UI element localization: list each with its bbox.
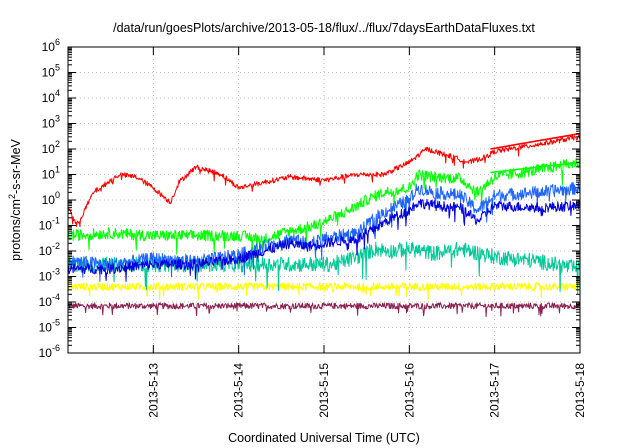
y-tick-base: 10 — [42, 117, 56, 131]
y-tick-base: 10 — [39, 244, 53, 258]
y-tick-label: 102 — [42, 139, 60, 156]
y-axis-title-main: protons/cm — [9, 199, 23, 261]
x-tick-labels: 2013-5-13 2013-5-14 2013-5-15 2013-5-16 2013… — [146, 363, 587, 418]
y-tick-label: 100 — [42, 190, 60, 207]
x-tick-label: 2013-5-15 — [317, 363, 331, 418]
y-tick-base: 10 — [39, 321, 53, 335]
y-tick-label: 10-5 — [39, 318, 60, 335]
y-tick-label: 101 — [42, 165, 60, 182]
series-line — [490, 132, 581, 150]
y-tick-base: 10 — [42, 66, 56, 80]
series-line — [67, 181, 581, 282]
y-tick-label: 10-6 — [39, 343, 60, 360]
y-tick-label: 106 — [42, 37, 60, 54]
y-tick-base: 10 — [42, 193, 56, 207]
y-tick-base: 10 — [42, 91, 56, 105]
y-tick-label: 10-3 — [39, 267, 60, 284]
y-tick-base: 10 — [39, 219, 53, 233]
y-tick-label: 103 — [42, 114, 60, 131]
series-line — [67, 282, 581, 301]
y-tick-base: 10 — [42, 40, 56, 54]
series-line — [67, 134, 581, 228]
y-tick-exponent: 6 — [55, 37, 60, 47]
x-tick-label: 2013-5-17 — [488, 363, 502, 418]
x-tick-label: 2013-5-16 — [402, 363, 416, 418]
series-line — [67, 302, 581, 318]
y-tick-exponent: -1 — [52, 216, 60, 226]
x-tick-label: 2013-5-13 — [146, 363, 160, 418]
y-axis-title-sup: 2 — [7, 194, 17, 199]
series-line — [67, 158, 581, 257]
chart-title: /data/run/goesPlots/archive/2013-05-18/f… — [113, 21, 535, 35]
y-tick-exponent: 3 — [55, 114, 60, 124]
y-tick-exponent: 1 — [55, 165, 60, 175]
series-line — [67, 241, 581, 295]
series-line — [67, 198, 581, 282]
y-tick-base: 10 — [42, 168, 56, 182]
y-tick-exponent: -4 — [52, 292, 60, 302]
x-axis-title: Coordinated Universal Time (UTC) — [228, 431, 420, 445]
y-tick-label: 10-2 — [39, 241, 60, 258]
y-tick-label: 10-1 — [39, 216, 60, 233]
y-tick-exponent: 2 — [55, 139, 60, 149]
y-axis-title-rest: -s-sr-MeV — [9, 138, 23, 194]
y-tick-exponent: -2 — [52, 241, 60, 251]
y-axis-title: protons/cm2-s-sr-MeV — [7, 138, 23, 260]
y-tick-label: 104 — [42, 88, 60, 105]
y-tick-base: 10 — [42, 142, 56, 156]
x-tick-label: 2013-5-18 — [573, 363, 587, 418]
y-tick-base: 10 — [39, 346, 53, 360]
y-tick-label: 105 — [42, 63, 60, 80]
tick-marks — [68, 46, 581, 354]
y-tick-exponent: 5 — [55, 63, 60, 73]
y-tick-exponent: -6 — [52, 343, 60, 353]
x-tick-label: 2013-5-14 — [232, 363, 246, 418]
y-tick-label: 10-4 — [39, 292, 60, 309]
y-tick-base: 10 — [39, 270, 53, 284]
series-line — [490, 161, 581, 174]
y-tick-base: 10 — [39, 295, 53, 309]
y-tick-exponent: -3 — [52, 267, 60, 277]
series-group — [67, 132, 581, 318]
y-tick-exponent: -5 — [52, 318, 60, 328]
y-tick-exponent: 4 — [55, 88, 60, 98]
y-tick-exponent: 0 — [55, 190, 60, 200]
y-tick-labels: 10-610-510-410-310-210-11001011021031041… — [39, 37, 60, 360]
